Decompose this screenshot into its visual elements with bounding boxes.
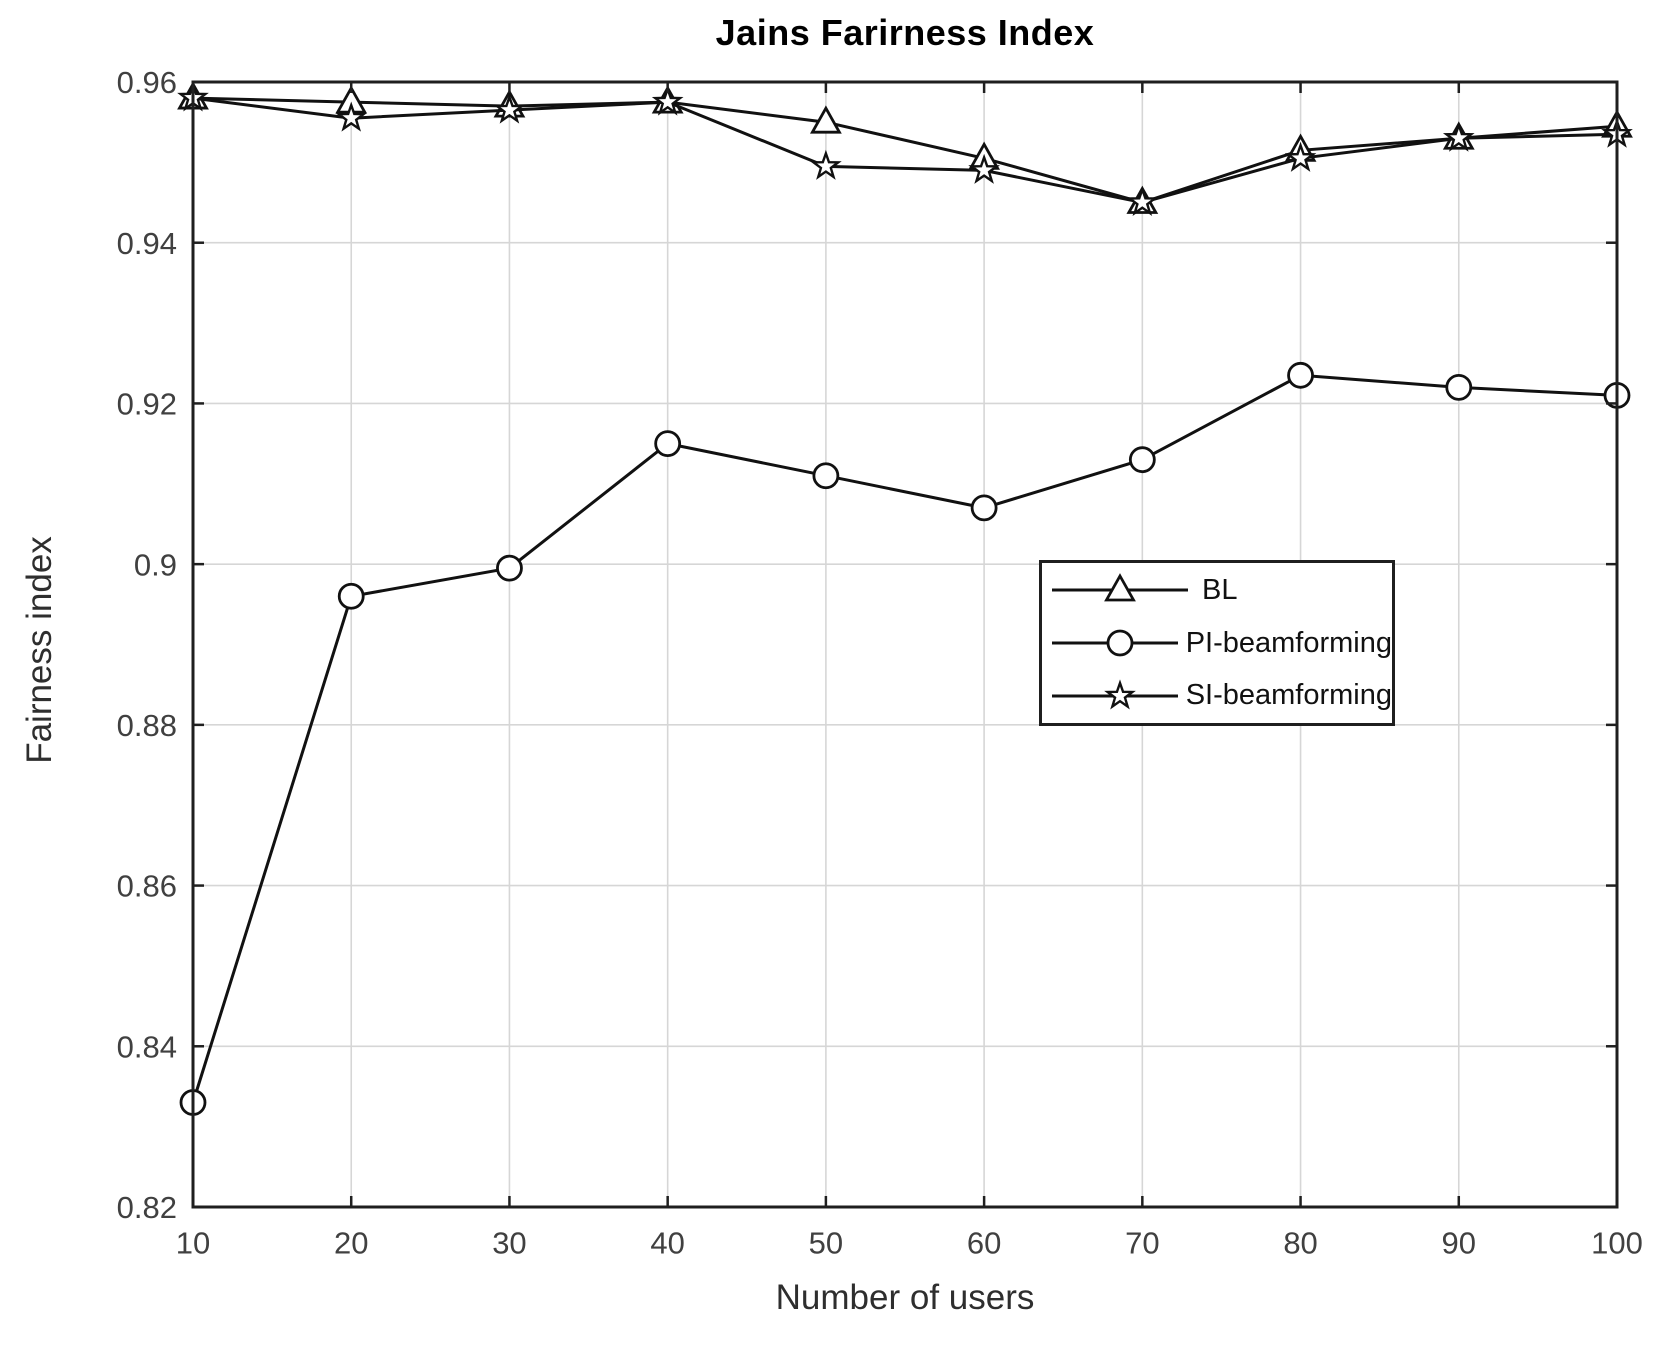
legend-label: PI-beamforming [1185,626,1392,659]
chart-title: Jains Farirness Index [715,12,1095,53]
x-tick-label: 10 [176,1225,210,1260]
circle-marker [1287,361,1314,389]
legend-label: SI-beamforming [1185,679,1392,712]
series-line [192,96,1618,205]
x-tick-label: 60 [967,1225,1001,1260]
circle-marker [1445,373,1473,401]
circle-marker [337,582,365,610]
pentagram-marker [1284,141,1317,172]
series-line [191,373,1618,1103]
legend-item-si-beamforming: SI-beamforming [1046,670,1392,721]
legend-label: BL [1202,573,1238,606]
x-tick-label: 80 [1283,1225,1317,1260]
pentagram-marker [1104,679,1136,710]
legend-item-pi-beamforming: PI-beamforming [1046,618,1392,669]
axes-box [191,80,1619,1209]
x-tick-label: 40 [650,1225,684,1260]
pentagram-marker [968,153,1000,184]
pentagram-marker [335,101,368,132]
y-tick-label: 0.82 [117,1190,177,1225]
pentagram-marker [1126,185,1159,217]
x-tick-label: 20 [334,1225,368,1260]
circle-marker [970,494,998,522]
circle-marker [654,430,682,458]
triangle-marker [809,105,842,134]
series-pi-beamforming [179,361,1631,1116]
triangle-marker [1104,573,1136,602]
y-tick-label: 0.86 [117,869,177,904]
series-bl [177,81,1633,214]
legend-box: BL PI-beamforming SI-beamforming [1039,560,1395,726]
circle-marker [1128,446,1156,474]
x-axis-label: Number of users [775,1278,1035,1317]
x-tick-label: 90 [1442,1225,1476,1260]
pentagram-marker [1442,121,1475,152]
y-tick-label: 0.88 [117,708,177,743]
x-tick-label: 50 [809,1225,843,1260]
y-tick-label: 0.92 [117,387,177,422]
series-line [192,96,1618,205]
circle-marker [1106,629,1134,657]
y-tick-label: 0.94 [117,226,177,261]
legend-sample [1052,679,1178,710]
pentagram-marker [810,149,842,180]
circle-marker [496,554,523,582]
y-tick-label: 0.9 [134,547,177,582]
legend-sample [1052,573,1188,602]
x-tick-label: 30 [492,1225,526,1260]
x-tick-label: 100 [1591,1225,1643,1260]
y-tick-label: 0.96 [117,65,177,100]
circle-marker [812,462,840,490]
x-tick-label: 70 [1125,1225,1159,1260]
legend-sample [1052,629,1178,657]
pentagram-marker [493,93,526,124]
y-tick-label: 0.84 [117,1029,177,1064]
legend-item-bl: BL [1046,565,1392,616]
pentagram-marker [651,85,684,116]
